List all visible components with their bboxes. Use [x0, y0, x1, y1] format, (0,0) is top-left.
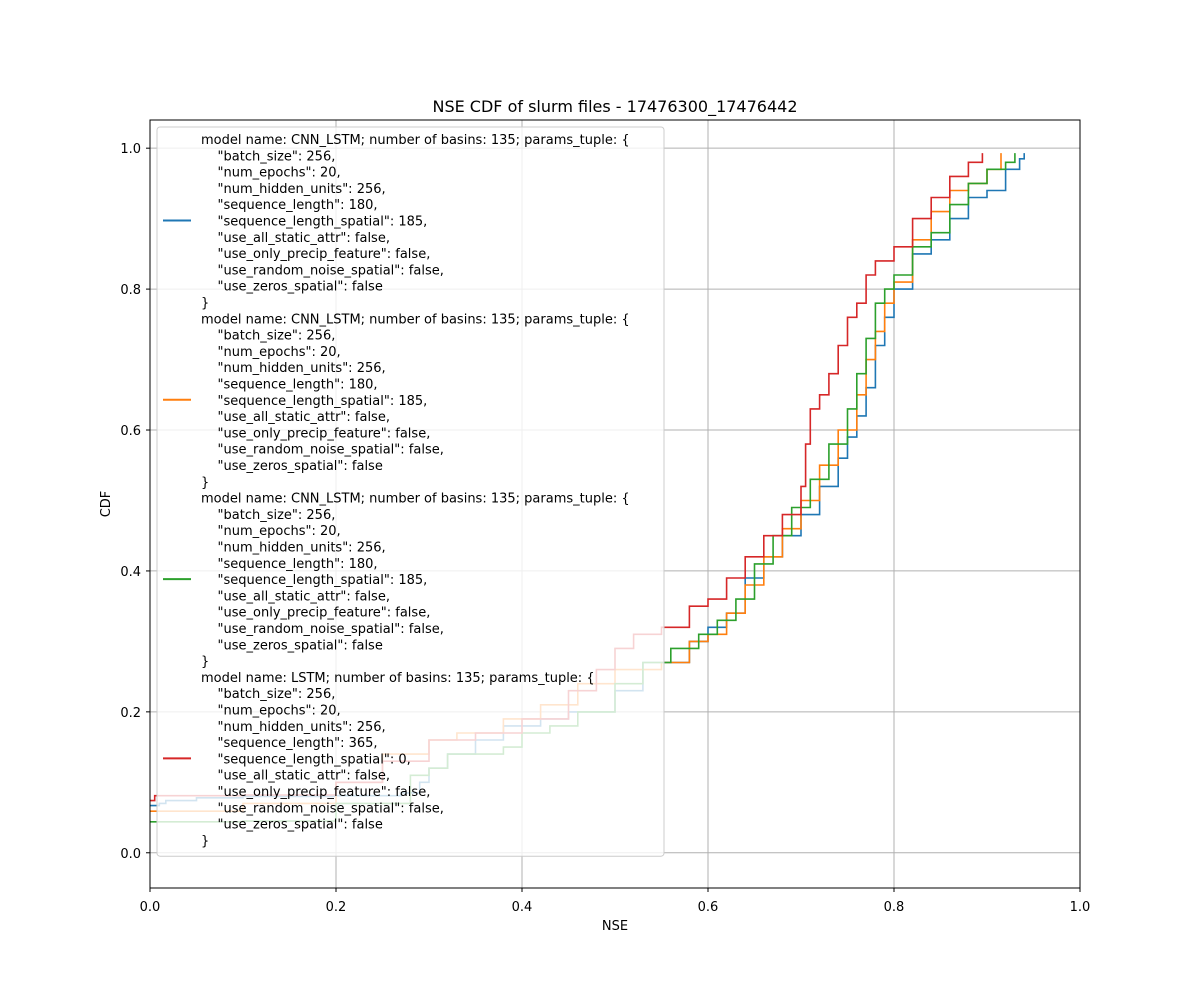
y-axis-label: CDF	[99, 491, 114, 518]
y-tick-label: 0.4	[120, 565, 141, 580]
legend-entry-1: model name: CNN_LSTM; number of basins: …	[201, 133, 630, 311]
x-tick-label: 1.0	[1070, 900, 1091, 915]
x-tick-label: 0.2	[326, 900, 347, 915]
legend-entry-3: model name: CNN_LSTM; number of basins: …	[201, 492, 630, 670]
y-tick-label: 0.2	[120, 706, 141, 721]
x-tick-label: 0.6	[698, 900, 719, 915]
legend-entry-4: model name: LSTM; number of basins: 135;…	[201, 671, 595, 849]
x-axis-label: NSE	[602, 919, 628, 934]
legend-box	[156, 126, 665, 857]
axis-ticks: 0.0 0.2 0.4 0.6 0.8 1.0 0.0 0.2 0.4 0.6 0.8 1.0	[120, 142, 1090, 915]
y-tick-label: 0.8	[120, 283, 141, 298]
plot-frame	[149, 119, 1081, 889]
y-tick-label: 0.6	[120, 424, 141, 439]
chart-title: NSE CDF of slurm files - 17476300_174764…	[432, 97, 797, 117]
y-tick-label: 1.0	[120, 142, 141, 157]
x-tick-label: 0.0	[140, 900, 161, 915]
x-tick-label: 0.8	[884, 900, 905, 915]
legend-entry-2: model name: CNN_LSTM; number of basins: …	[201, 312, 630, 490]
legend: model name: CNN_LSTM; number of basins: …	[156, 126, 665, 857]
y-tick-label: 0.0	[120, 847, 141, 862]
x-tick-label: 0.4	[512, 900, 533, 915]
